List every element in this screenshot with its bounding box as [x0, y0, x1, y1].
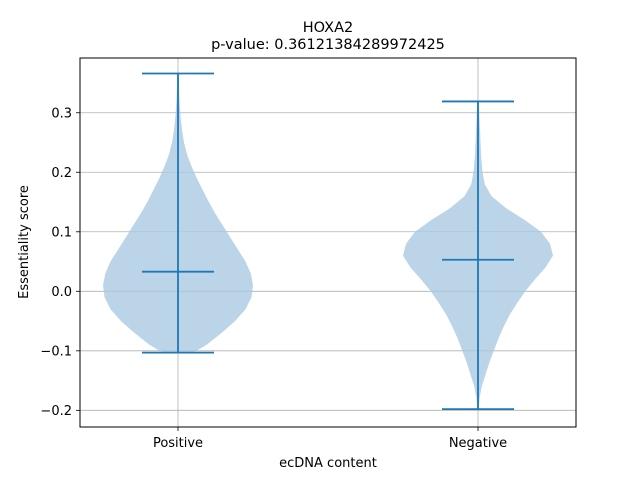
- violins: [103, 72, 553, 411]
- y-tick-label: 0.3: [51, 106, 72, 121]
- y-tick-label: 0.2: [51, 166, 72, 181]
- chart-subtitle: p-value: 0.36121384289972425: [211, 37, 445, 53]
- x-tick-label: Positive: [153, 436, 203, 451]
- axis-ticks: −0.2 −0.1 0.0 0.1 0.2 0.3 Positive Negative: [40, 106, 507, 451]
- y-tick-label: 0.0: [51, 285, 72, 300]
- y-axis-label: Essentiality score: [17, 185, 32, 299]
- plot-frame: [79, 57, 577, 428]
- chart-title: HOXA2: [303, 20, 353, 36]
- y-tick-label: −0.2: [40, 404, 72, 419]
- y-tick-label: −0.1: [40, 344, 72, 359]
- y-tick-label: 0.1: [51, 225, 72, 240]
- x-axis-label: ecDNA content: [279, 456, 377, 471]
- x-tick-label: Negative: [449, 436, 507, 451]
